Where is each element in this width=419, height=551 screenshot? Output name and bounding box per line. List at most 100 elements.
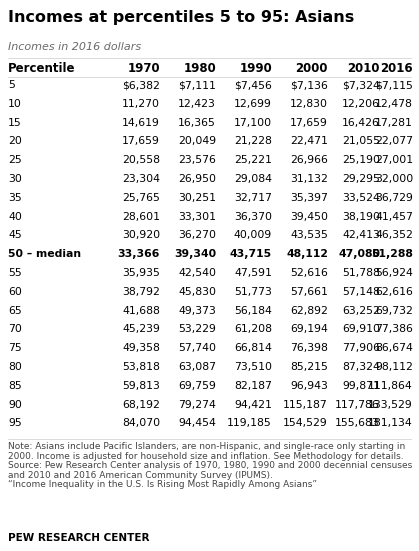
Text: 40: 40	[8, 212, 22, 222]
Text: 23,304: 23,304	[122, 174, 160, 184]
Text: 46,352: 46,352	[375, 230, 413, 240]
Text: 63,087: 63,087	[178, 362, 216, 372]
Text: 12,699: 12,699	[234, 99, 272, 109]
Text: 56,924: 56,924	[375, 268, 413, 278]
Text: 35,397: 35,397	[290, 193, 328, 203]
Text: 115,187: 115,187	[283, 399, 328, 409]
Text: 99,871: 99,871	[342, 381, 380, 391]
Text: 35: 35	[8, 193, 22, 203]
Text: 16,426: 16,426	[342, 117, 380, 128]
Text: 2016: 2016	[380, 62, 413, 75]
Text: 69,732: 69,732	[375, 306, 413, 316]
Text: 77,386: 77,386	[375, 325, 413, 334]
Text: 29,084: 29,084	[234, 174, 272, 184]
Text: 22,077: 22,077	[375, 137, 413, 147]
Text: 25,765: 25,765	[122, 193, 160, 203]
Text: 51,788: 51,788	[342, 268, 380, 278]
Text: 39,450: 39,450	[290, 212, 328, 222]
Text: 14,619: 14,619	[122, 117, 160, 128]
Text: Incomes in 2016 dollars: Incomes in 2016 dollars	[8, 42, 141, 52]
Text: 85,215: 85,215	[290, 362, 328, 372]
Text: 49,373: 49,373	[178, 306, 216, 316]
Text: 25,190: 25,190	[342, 155, 380, 165]
Text: 59,813: 59,813	[122, 381, 160, 391]
Text: “Income Inequality in the U.S. Is Rising Most Rapidly Among Asians”: “Income Inequality in the U.S. Is Rising…	[8, 480, 317, 489]
Text: 32,717: 32,717	[234, 193, 272, 203]
Text: 21,228: 21,228	[234, 137, 272, 147]
Text: 36,729: 36,729	[375, 193, 413, 203]
Text: 79,274: 79,274	[178, 399, 216, 409]
Text: 2000: 2000	[295, 62, 328, 75]
Text: 76,398: 76,398	[290, 343, 328, 353]
Text: 49,358: 49,358	[122, 343, 160, 353]
Text: 50 – median: 50 – median	[8, 249, 81, 259]
Text: $7,324: $7,324	[342, 80, 380, 90]
Text: Note: Asians include Pacific Islanders, are non-Hispanic, and single-race only s: Note: Asians include Pacific Islanders, …	[8, 442, 405, 451]
Text: 41,457: 41,457	[375, 212, 413, 222]
Text: 154,529: 154,529	[283, 418, 328, 428]
Text: 53,818: 53,818	[122, 362, 160, 372]
Text: 43,535: 43,535	[290, 230, 328, 240]
Text: 69,759: 69,759	[178, 381, 216, 391]
Text: 39,340: 39,340	[174, 249, 216, 259]
Text: 65: 65	[8, 306, 22, 316]
Text: 23,576: 23,576	[178, 155, 216, 165]
Text: 30,251: 30,251	[178, 193, 216, 203]
Text: 90: 90	[8, 399, 22, 409]
Text: $6,382: $6,382	[122, 80, 160, 90]
Text: Incomes at percentiles 5 to 95: Asians: Incomes at percentiles 5 to 95: Asians	[8, 10, 354, 25]
Text: 51,288: 51,288	[371, 249, 413, 259]
Text: 57,148: 57,148	[342, 287, 380, 297]
Text: 82,187: 82,187	[234, 381, 272, 391]
Text: 42,413: 42,413	[342, 230, 380, 240]
Text: 17,659: 17,659	[290, 117, 328, 128]
Text: $7,115: $7,115	[375, 80, 413, 90]
Text: 12,830: 12,830	[290, 99, 328, 109]
Text: 26,966: 26,966	[290, 155, 328, 165]
Text: 51,773: 51,773	[234, 287, 272, 297]
Text: 70: 70	[8, 325, 22, 334]
Text: 40,009: 40,009	[234, 230, 272, 240]
Text: 20,558: 20,558	[122, 155, 160, 165]
Text: 69,194: 69,194	[290, 325, 328, 334]
Text: 21,055: 21,055	[342, 137, 380, 147]
Text: PEW RESEARCH CENTER: PEW RESEARCH CENTER	[8, 533, 150, 543]
Text: 55: 55	[8, 268, 22, 278]
Text: 36,270: 36,270	[178, 230, 216, 240]
Text: 16,365: 16,365	[178, 117, 216, 128]
Text: 10: 10	[8, 99, 22, 109]
Text: 98,112: 98,112	[375, 362, 413, 372]
Text: 12,206: 12,206	[342, 99, 380, 109]
Text: 17,281: 17,281	[375, 117, 413, 128]
Text: 66,814: 66,814	[234, 343, 272, 353]
Text: 38,190: 38,190	[342, 212, 380, 222]
Text: 75: 75	[8, 343, 22, 353]
Text: 63,252: 63,252	[342, 306, 380, 316]
Text: 20: 20	[8, 137, 22, 147]
Text: 30: 30	[8, 174, 22, 184]
Text: 69,910: 69,910	[342, 325, 380, 334]
Text: 25,221: 25,221	[234, 155, 272, 165]
Text: 95: 95	[8, 418, 22, 428]
Text: 17,100: 17,100	[234, 117, 272, 128]
Text: 25: 25	[8, 155, 22, 165]
Text: 52,616: 52,616	[290, 268, 328, 278]
Text: 27,001: 27,001	[375, 155, 413, 165]
Text: 87,324: 87,324	[342, 362, 380, 372]
Text: $7,456: $7,456	[234, 80, 272, 90]
Text: Source: Pew Research Center analysis of 1970, 1980, 1990 and 2000 decennial cens: Source: Pew Research Center analysis of …	[8, 461, 412, 470]
Text: 80: 80	[8, 362, 22, 372]
Text: 133,529: 133,529	[368, 399, 413, 409]
Text: 1990: 1990	[239, 62, 272, 75]
Text: $7,111: $7,111	[178, 80, 216, 90]
Text: 1980: 1980	[183, 62, 216, 75]
Text: 2010: 2010	[347, 62, 380, 75]
Text: Percentile: Percentile	[8, 62, 75, 75]
Text: 56,184: 56,184	[234, 306, 272, 316]
Text: 111,864: 111,864	[368, 381, 413, 391]
Text: 181,134: 181,134	[368, 418, 413, 428]
Text: 26,950: 26,950	[178, 174, 216, 184]
Text: 73,510: 73,510	[234, 362, 272, 372]
Text: 68,192: 68,192	[122, 399, 160, 409]
Text: 28,601: 28,601	[122, 212, 160, 222]
